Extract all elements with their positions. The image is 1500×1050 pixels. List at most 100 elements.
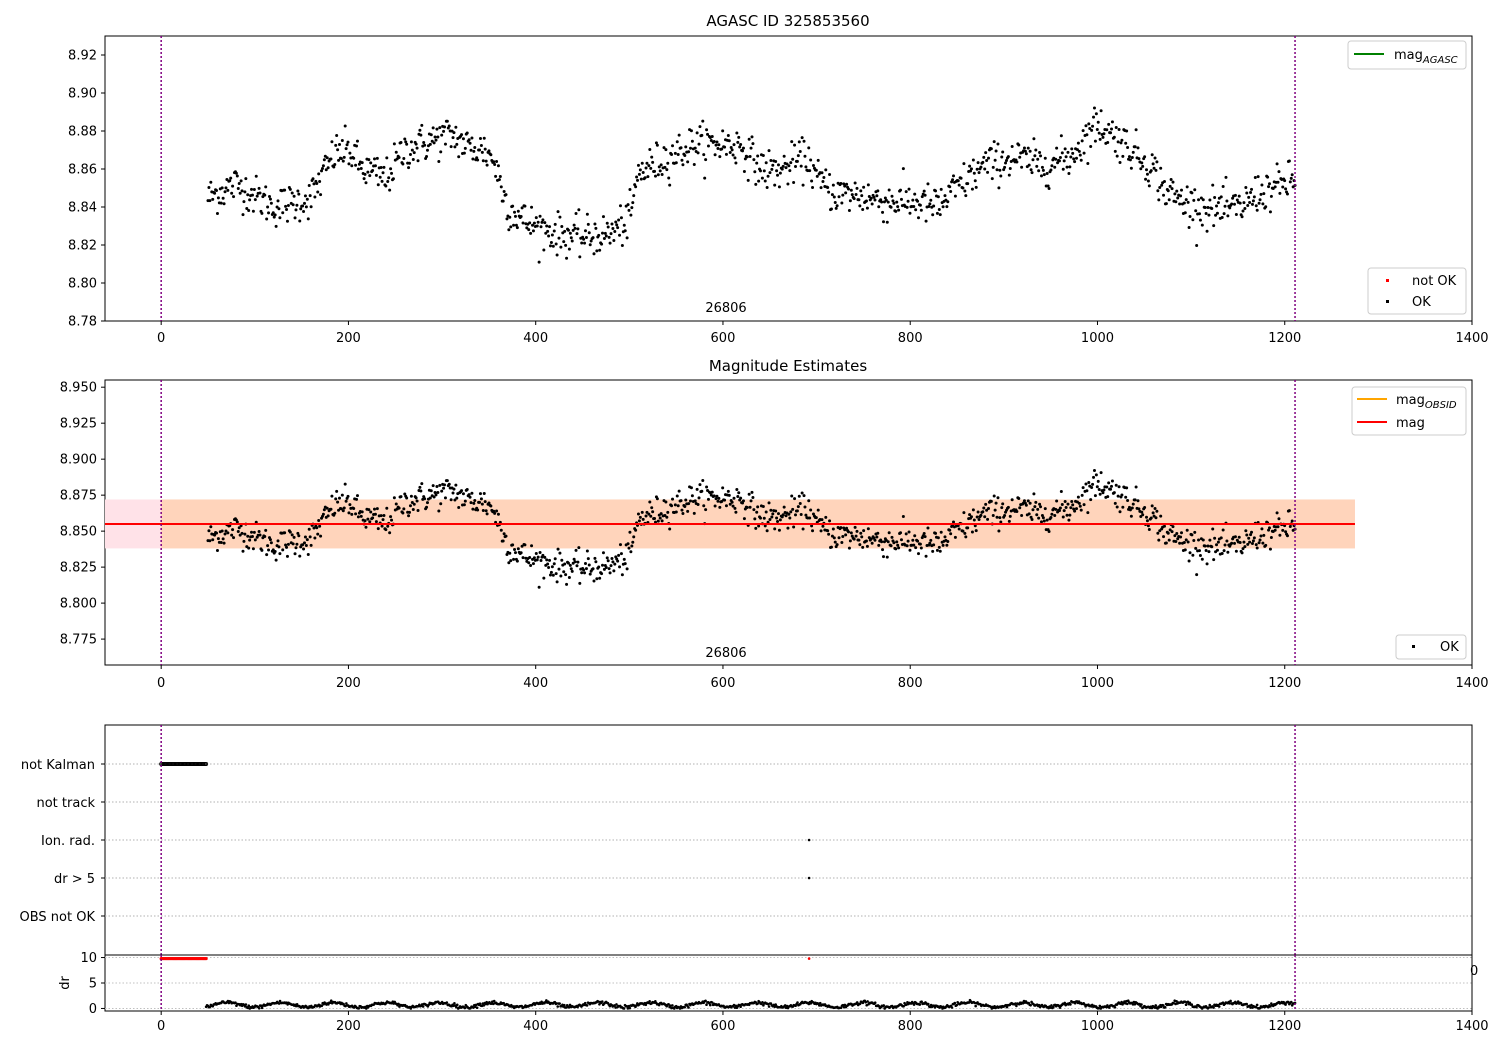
data-point [729,146,733,150]
data-point [1264,543,1268,547]
data-point [609,564,613,568]
data-point [927,205,931,209]
data-point [1073,509,1077,513]
data-point [595,577,599,581]
data-point [373,507,377,511]
data-point [1038,502,1042,506]
data-point [1064,155,1068,159]
data-point [653,520,657,524]
data-point [1063,499,1067,503]
data-point [1006,505,1010,509]
data-point [775,516,779,520]
data-point [1203,206,1207,210]
data-point [727,493,731,497]
data-point [901,167,905,171]
data-point [374,173,378,177]
data-point [484,509,488,513]
data-point [1156,189,1160,193]
data-point [219,201,223,205]
data-point [895,200,899,204]
data-point [957,183,961,187]
data-point [509,559,513,563]
data-point [714,143,718,147]
data-point [516,209,520,213]
data-point [305,197,309,201]
data-point [626,542,630,546]
data-point [632,194,636,198]
data-point [777,185,781,189]
data-point [791,157,795,161]
data-point [467,493,471,497]
data-point [560,224,564,228]
data-point [1096,120,1100,124]
data-point [601,215,605,219]
data-point [1141,513,1145,517]
data-point [1130,155,1134,159]
data-point [592,252,596,256]
data-point [1251,199,1255,203]
data-point [792,525,796,529]
legend-ok: OK [1440,640,1459,655]
data-point [423,497,427,501]
data-point [870,202,874,206]
data-point [611,227,615,231]
data-point [721,129,725,133]
dr-ok-point [687,1006,690,1009]
data-point [1264,205,1268,209]
data-point [1267,182,1271,186]
data-point [831,183,835,187]
data-point [656,173,660,177]
data-point [986,170,990,174]
data-point [853,181,857,185]
data-point [1216,201,1220,205]
dr-ok-point [1132,1000,1136,1004]
data-point [470,491,474,495]
data-point [981,510,985,514]
data-point [1262,192,1266,196]
data-point [242,539,246,543]
data-point [1139,167,1143,171]
data-point [502,532,506,536]
data-point [790,140,794,144]
data-point [647,512,651,516]
data-point [216,537,220,541]
data-point [558,215,562,219]
data-point [1010,498,1014,502]
data-point [849,188,853,192]
dr-ok-point [625,1005,629,1008]
data-point [264,185,268,189]
data-point [759,169,763,173]
dr-ok-point [234,1001,237,1005]
data-point [295,542,299,546]
data-point [600,242,604,246]
data-point [737,135,741,139]
data-point [1034,148,1038,152]
data-point [776,173,780,177]
data-point [371,169,375,173]
data-point [1208,538,1212,542]
data-point [380,524,384,528]
data-point [1155,509,1159,513]
data-point [799,513,803,517]
data-point [404,140,408,144]
data-point [1039,520,1043,524]
data-point [1281,185,1285,189]
data-point [412,151,416,155]
data-point [914,208,918,212]
data-point [247,546,251,550]
data-point [252,530,256,534]
data-point [1061,515,1065,519]
data-point [521,556,525,560]
data-point [789,161,793,165]
data-point [840,540,844,544]
data-point [1222,549,1226,553]
data-point [837,195,841,199]
data-point [467,138,471,142]
data-point [671,144,675,148]
data-point [1075,148,1079,152]
data-point [1258,198,1262,202]
data-point [425,501,429,505]
data-point [819,186,823,190]
data-point [675,140,679,144]
x-tick-label: 600 [711,676,736,691]
